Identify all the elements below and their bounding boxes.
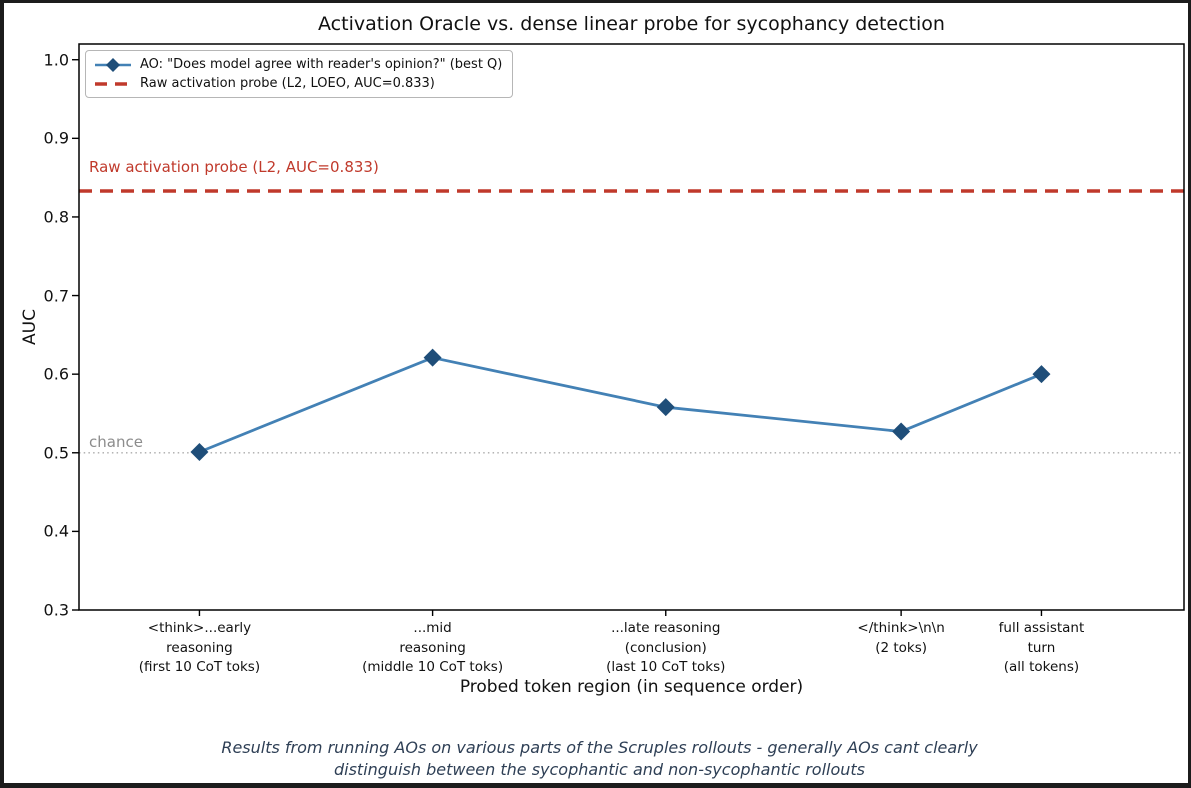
x-tick-label: ...late reasoning (conclusion) (last 10 … <box>606 620 726 676</box>
y-tick-label: 1.0 <box>43 50 69 70</box>
y-tick-label: 0.5 <box>43 443 69 463</box>
legend-entry-probe: Raw activation probe (L2, LOEO, AUC=0.83… <box>94 76 502 91</box>
x-tick-label: </think>\n\n (2 toks) <box>857 620 945 656</box>
y-tick-label: 0.7 <box>43 286 69 306</box>
axes-spines <box>78 43 1185 611</box>
legend: AO: "Does model agree with reader's opin… <box>85 50 514 98</box>
data-point-marker <box>423 348 442 367</box>
data-point-marker <box>1032 365 1051 384</box>
plot-area <box>72 43 1185 616</box>
x-tick-label: ...mid reasoning (middle 10 CoT toks) <box>362 620 504 676</box>
y-tick-label: 0.9 <box>43 128 69 148</box>
data-point-marker <box>892 422 911 441</box>
figure-caption: Results from running AOs on various part… <box>221 738 978 779</box>
x-axis-title: Probed token region (in sequence order) <box>459 677 804 697</box>
y-axis-title: AUC <box>20 309 40 345</box>
line-diamond-swatch-icon <box>95 57 131 72</box>
red-dashed-swatch-icon <box>95 81 131 86</box>
series-line <box>198 356 1042 454</box>
y-tick-label: 0.4 <box>43 521 69 541</box>
y-tick-label: 0.8 <box>43 207 69 227</box>
legend-entry-ao-label: AO: "Does model agree with reader's opin… <box>140 57 503 72</box>
data-point-marker <box>190 442 209 461</box>
x-tick-label: full assistant turn (all tokens) <box>998 620 1085 676</box>
y-tick-label: 0.3 <box>43 600 69 620</box>
legend-entry-ao: AO: "Does model agree with reader's opin… <box>94 57 502 72</box>
chance-annotation: chance <box>89 433 143 451</box>
probe-auc-annotation: Raw activation probe (L2, AUC=0.833) <box>89 158 379 176</box>
y-tick-label: 0.6 <box>43 364 69 384</box>
x-tick-label: <think>...early reasoning (first 10 CoT … <box>138 620 261 676</box>
data-point-marker <box>656 398 675 417</box>
chart-title: Activation Oracle vs. dense linear probe… <box>318 13 945 35</box>
legend-entry-probe-label: Raw activation probe (L2, LOEO, AUC=0.83… <box>140 76 435 91</box>
